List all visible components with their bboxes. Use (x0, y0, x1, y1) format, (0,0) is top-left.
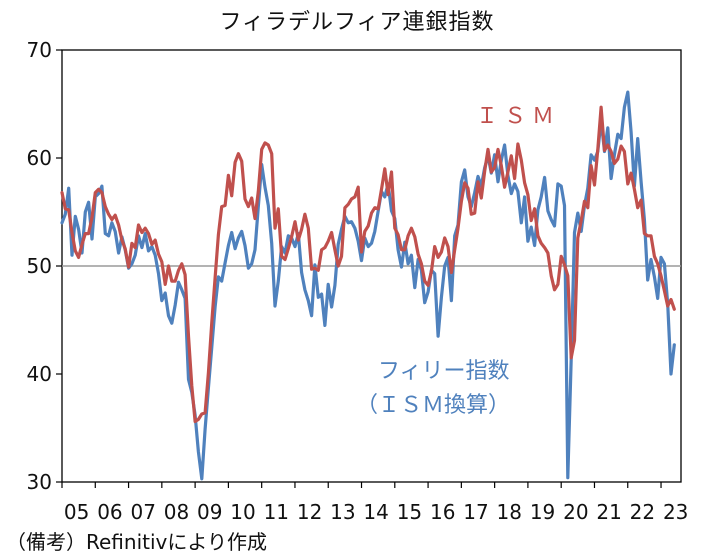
x-tick-label: 20 (563, 500, 588, 524)
y-tick-label: 40 (27, 362, 52, 386)
series-line-philly (60, 90, 676, 481)
x-tick-label: 15 (397, 500, 422, 524)
x-tick-label: 22 (630, 500, 655, 524)
chart-source-note: （備考）Refinitivにより作成 (6, 530, 267, 554)
x-tick-label: 17 (463, 500, 488, 524)
series-labels: ＩＳＭ フィリー指数 （ＩＳＭ換算） (356, 104, 560, 418)
x-axis-ticks: 05 06 07 08 09 10 11 12 13 14 15 16 17 18 19 20 21 22 23 (61, 482, 688, 524)
x-tick-label: 11 (264, 500, 289, 524)
y-tick-label: 30 (27, 470, 52, 494)
series-lines (60, 90, 676, 481)
x-tick-label: 08 (164, 500, 189, 524)
x-tick-label: 23 (663, 500, 688, 524)
x-tick-label: 16 (430, 500, 455, 524)
x-tick-label: 05 (64, 500, 89, 524)
x-tick-label: 21 (596, 500, 621, 524)
x-tick-label: 10 (230, 500, 255, 524)
x-tick-label: 14 (363, 500, 388, 524)
y-axis-ticks: 30 40 50 60 70 (27, 38, 62, 494)
y-tick-label: 50 (27, 254, 52, 278)
x-tick-label: 09 (197, 500, 222, 524)
series-label-philly-note: （ＩＳＭ換算） (356, 393, 510, 418)
series-line-ism (60, 105, 676, 424)
x-tick-label: 13 (330, 500, 355, 524)
x-tick-label: 06 (97, 500, 122, 524)
x-tick-label: 07 (130, 500, 155, 524)
y-tick-label: 60 (27, 146, 52, 170)
series-label-ism: ＩＳＭ (476, 104, 560, 129)
series-label-philly: フィリー指数 (378, 359, 510, 384)
x-tick-label: 18 (497, 500, 522, 524)
x-tick-label: 12 (297, 500, 322, 524)
y-tick-label: 70 (27, 38, 52, 62)
chart-title: フィラデルフィア連銀指数 (219, 10, 495, 35)
x-tick-label: 19 (530, 500, 555, 524)
